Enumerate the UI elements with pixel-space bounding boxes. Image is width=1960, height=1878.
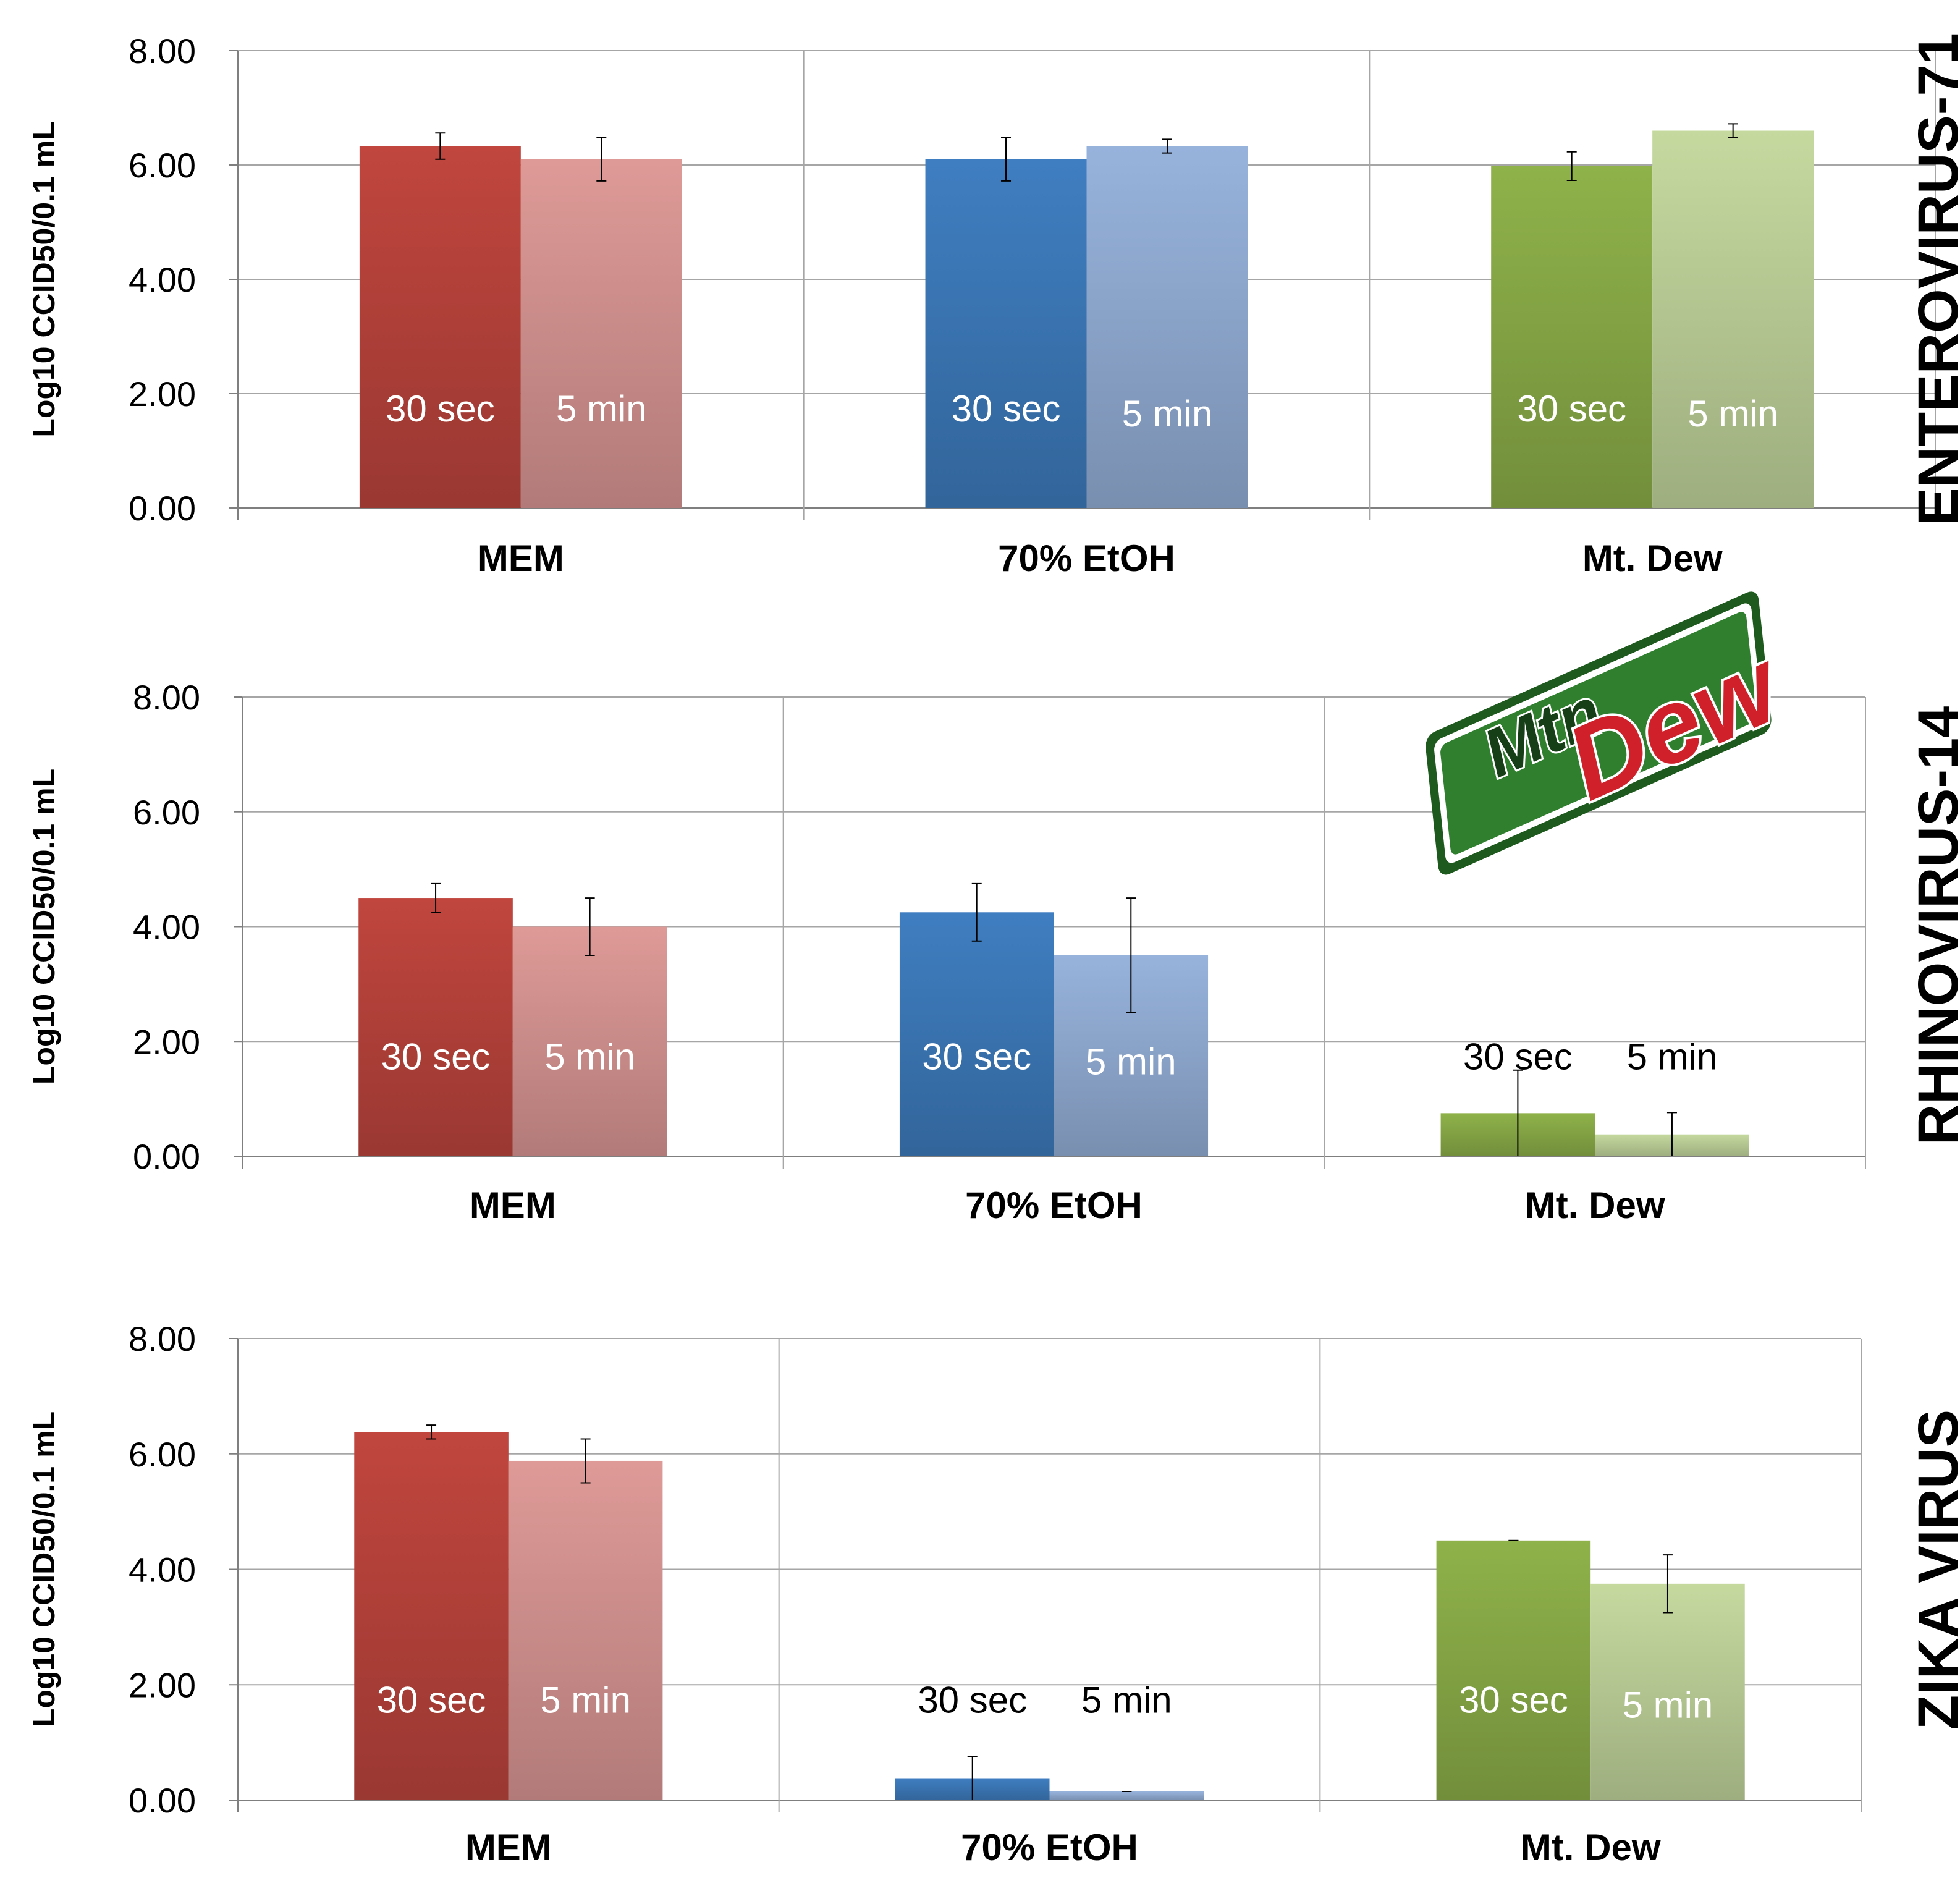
category-label: Mt. Dew [1582,538,1723,579]
bar [925,159,1087,508]
bar [1049,1791,1204,1800]
category-label: MEM [465,1827,552,1868]
series-label: 5 min [540,1680,631,1721]
bar [1436,1540,1591,1800]
y-tick-label: 6.00 [129,146,196,185]
bar [1491,166,1653,509]
y-axis-label: Log10 CCID50/0.1 mL [27,1411,61,1727]
series-label: 30 sec [922,1036,1031,1077]
bar [520,159,682,508]
bar [358,898,513,1156]
y-axis-label: Log10 CCID50/0.1 mL [27,121,61,437]
series-label: 5 min [1627,1036,1718,1077]
series-label: 5 min [1688,393,1778,434]
series-label: 5 min [1086,1041,1176,1082]
series-label: 30 sec [918,1680,1027,1721]
category-label: 70% EtOH [961,1827,1138,1868]
series-label: 5 min [1623,1685,1713,1726]
bar [512,926,667,1156]
series-label: 30 sec [386,388,495,429]
series-label: 5 min [556,388,647,429]
series-label: 30 sec [952,388,1061,429]
y-tick-label: 2.00 [129,374,196,413]
category-label: MEM [470,1185,556,1226]
bar [899,912,1054,1156]
category-label: 70% EtOH [998,538,1175,579]
chart-panel: 0.00 2.00 4.00 6.00 8.00 Log10 CCID50/0.1 mL R… [27,678,1960,1226]
category-label: Mt. Dew [1525,1185,1665,1226]
series-label: 5 min [1081,1680,1172,1721]
y-tick-label: 6.00 [129,1435,196,1474]
y-tick-label: 4.00 [129,260,196,299]
y-axis-label: Log10 CCID50/0.1 mL [27,769,61,1085]
y-tick-label: 4.00 [133,908,200,947]
bar [1652,130,1814,508]
virus-name: ENTEROVIRUS-71 [1907,33,1960,526]
category-label: 70% EtOH [965,1185,1143,1226]
y-tick-label: 2.00 [133,1022,200,1061]
bar [508,1460,663,1800]
series-label: 5 min [1122,393,1213,434]
virus-name: RHINOVIRUS-14 [1907,706,1960,1146]
y-tick-label: 0.00 [129,489,196,528]
bar [354,1432,509,1800]
y-tick-label: 6.00 [133,793,200,832]
y-tick-label: 4.00 [129,1550,196,1589]
bar [1590,1583,1745,1800]
chart-panel: 0.00 2.00 4.00 6.00 8.00 Log10 CCID50/0.1 mL Z… [27,1319,1960,1868]
bar [1086,146,1248,509]
series-label: 30 sec [1459,1680,1568,1721]
chart-panel: 0.00 2.00 4.00 6.00 8.00 Log10 CCID50/0.1 mL E… [27,32,1960,579]
y-tick-label: 0.00 [129,1781,196,1820]
series-label: 30 sec [1517,388,1626,429]
bar [359,146,521,509]
virus-name: ZIKA VIRUS [1907,1410,1960,1730]
y-tick-label: 2.00 [129,1665,196,1704]
series-label: 30 sec [1463,1036,1573,1077]
category-label: Mt. Dew [1521,1827,1661,1868]
y-tick-label: 8.00 [133,678,200,717]
series-label: 30 sec [381,1036,491,1077]
mtn-dew-logo-icon: Mtn Dew [1426,591,1803,875]
series-label: 30 sec [377,1680,486,1721]
series-label: 5 min [544,1036,635,1077]
y-tick-label: 8.00 [129,1319,196,1358]
y-tick-label: 8.00 [129,32,196,70]
y-tick-label: 0.00 [133,1137,200,1176]
category-label: MEM [478,538,564,579]
